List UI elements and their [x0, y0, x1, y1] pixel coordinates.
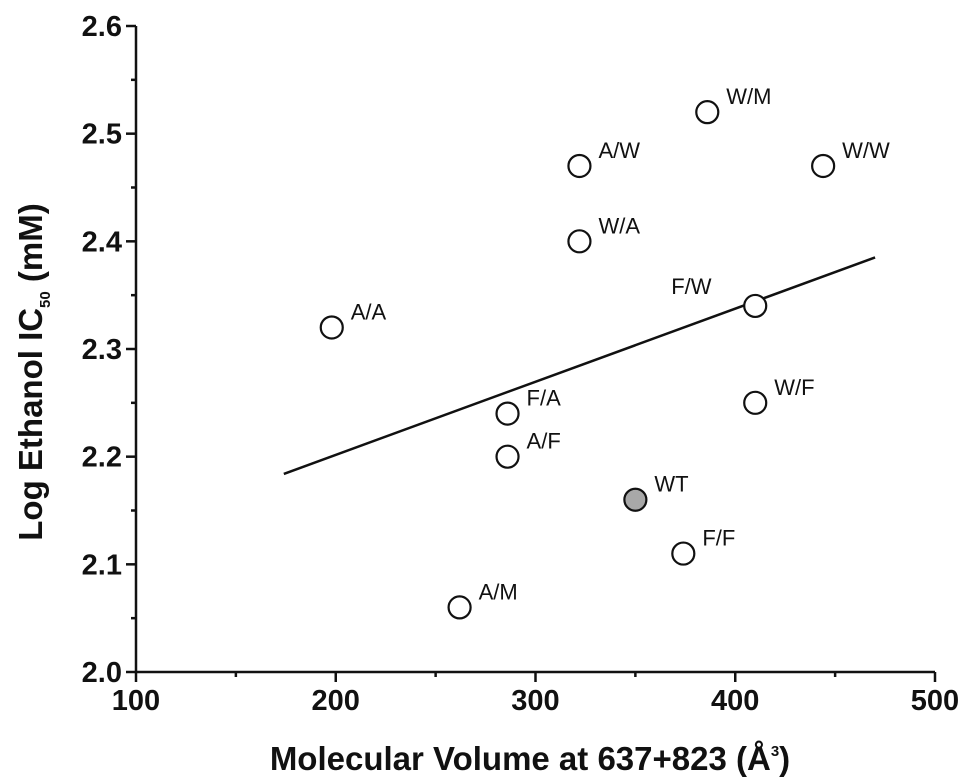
- point-label: A/M: [479, 579, 518, 604]
- data-point: [623, 487, 648, 512]
- data-point: [447, 595, 472, 620]
- data-point: [495, 401, 520, 426]
- axis-lines: [134, 26, 935, 674]
- axes: 2.0 2.1 2.2 2.3 2.4 2.5 2.6 100 200 300 400 500: [82, 11, 960, 717]
- point-label: W/M: [726, 84, 771, 109]
- point-label: F/A: [527, 386, 562, 411]
- x-tick-label: 200: [312, 685, 360, 717]
- data-point: [495, 444, 520, 469]
- data-point: [671, 541, 696, 566]
- point-label: W/F: [774, 375, 814, 400]
- point-label: W/W: [842, 138, 890, 163]
- y-tick-label: 2.1: [82, 549, 122, 581]
- x-tick-label: 300: [511, 685, 559, 717]
- point-label: A/F: [527, 429, 561, 454]
- x-tick-label: 400: [711, 685, 759, 717]
- data-point: [567, 229, 592, 254]
- y-tick-label: 2.6: [82, 11, 122, 43]
- y-tick-label: 2.5: [82, 119, 122, 151]
- data-point: [567, 153, 592, 179]
- y-axis-title: Log Ethanol IC50 (mM): [12, 203, 54, 540]
- regression-line-group: [283, 256, 876, 476]
- data-point: [319, 315, 344, 340]
- y-tick-label: 2.0: [82, 657, 122, 689]
- y-tick-label: 2.3: [82, 334, 122, 366]
- point-label: F/W: [671, 274, 712, 299]
- y-tick-label: 2.2: [82, 442, 122, 474]
- x-tick-label: 500: [911, 685, 959, 717]
- point-label: A/W: [598, 138, 640, 163]
- x-axis-title: Molecular Volume at 637+823 (Å3): [270, 740, 790, 777]
- point-label: F/F: [702, 526, 735, 551]
- data-point: [743, 293, 768, 319]
- point-label: WT: [654, 472, 688, 497]
- data-point: [811, 153, 836, 179]
- y-tick-label: 2.4: [82, 226, 122, 258]
- point-label: A/A: [351, 299, 387, 324]
- data-point: [743, 390, 768, 415]
- data-points: A/A A/M F/A A/F A/W W/A WT F/F W/M F/W W/F W/W: [319, 84, 890, 620]
- regression-line: [283, 256, 876, 476]
- data-point: [695, 100, 720, 125]
- point-label: W/A: [598, 213, 640, 238]
- x-tick-label: 100: [112, 685, 160, 717]
